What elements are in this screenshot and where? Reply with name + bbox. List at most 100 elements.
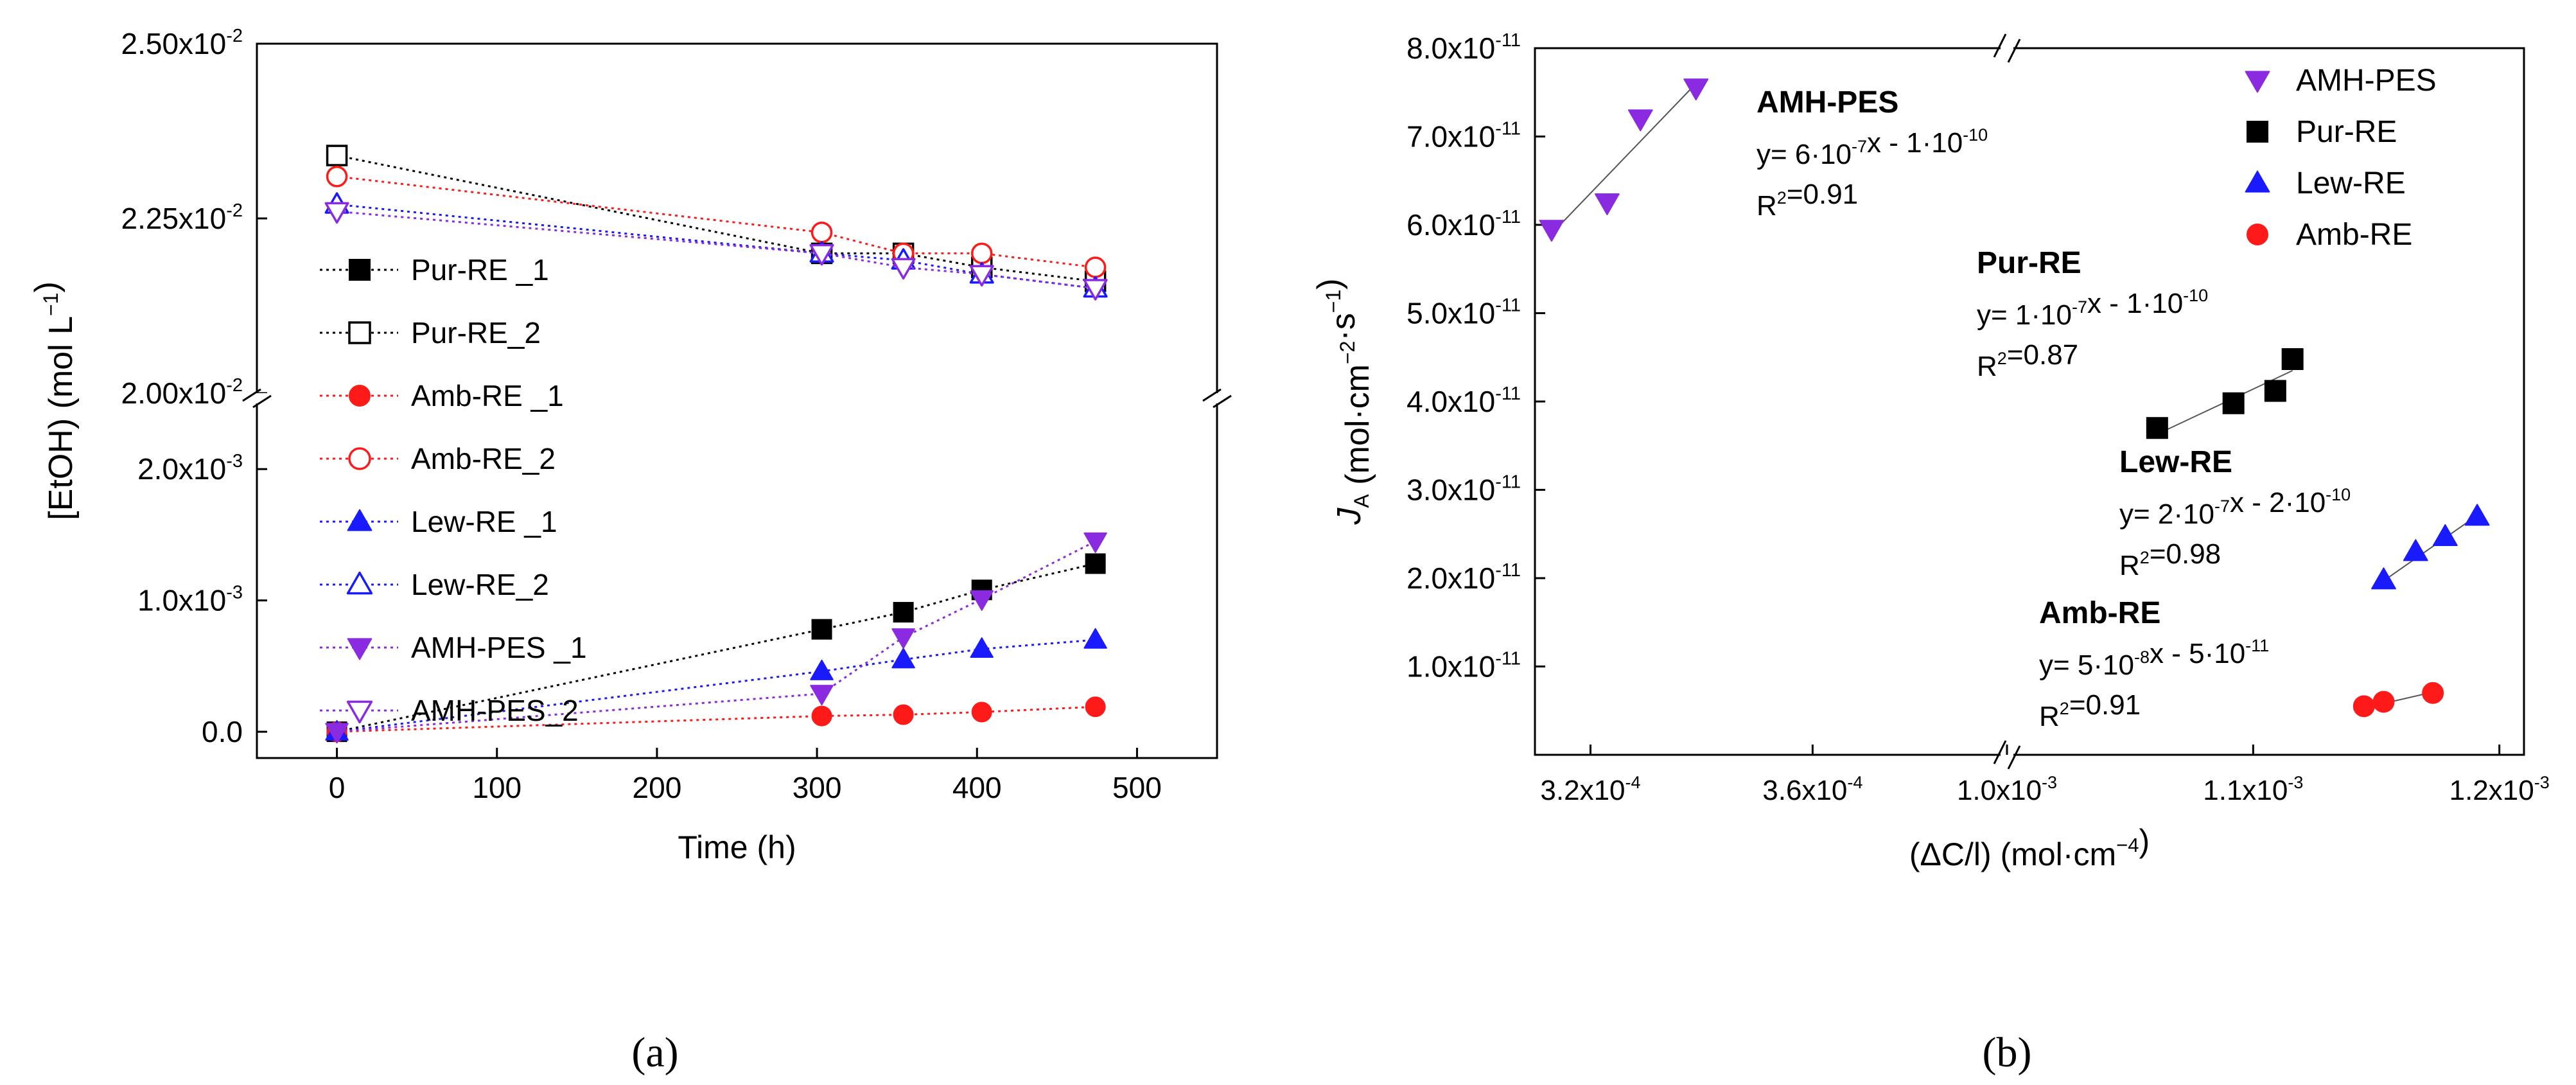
data-point [811,619,832,640]
series-line [337,154,1096,283]
series-amh-pes-1 [325,532,1107,744]
annotation-amb-re: Amb-RE y= 5·10-8x - 5·10-11 R2=0.91 [2039,596,2269,732]
data-point [2281,348,2304,370]
annotation-lew-re: Lew-RE y= 2·10-7x - 2·10-10 R2=0.98 [2119,445,2351,581]
axis-break-top [1993,33,2021,63]
data-point [969,265,994,287]
annotation-r2: R2=0.91 [1757,179,1858,222]
panel-b-label: (b) [1983,1029,2032,1076]
data-point [2372,691,2395,713]
panel-a-chart: 0 100 200 300 400 500 2.00x10-2 2.25x10-2 2.50x1… [28,26,1232,865]
legend-marker [346,700,373,724]
y-tick-label: 2.50x10-2 [121,26,243,60]
data-point [1085,696,1106,718]
legend-marker [346,571,373,595]
data-point [810,659,834,680]
x-tick-label: 400 [952,771,1002,804]
data-point [810,685,834,706]
series-amh-pes [1539,78,1709,242]
legend-marker [347,509,372,531]
annotation-equation: y= 5·10-8x - 5·10-11 [2039,636,2269,681]
y-tick-label: 1.0x10-11 [1406,649,1521,684]
legend-label: Pur-RE [2296,115,2397,149]
y-tick-label: 2.0x10-3 [137,451,243,486]
axis-break-bottom [1993,740,2021,770]
legend-marker [348,447,371,470]
data-point [970,590,994,611]
axis-break-right [1202,388,1232,409]
series-lew-re [2371,504,2490,590]
data-point [2403,539,2428,561]
data-point [1683,78,1709,101]
data-point [811,705,832,727]
data-point [891,258,916,280]
y-tick-label: 5.0x10-11 [1406,296,1521,330]
legend-label: Amb-RE_2 [411,442,556,475]
data-point [1083,279,1108,301]
legend-marker [2247,121,2268,143]
legend-marker [2245,170,2270,193]
legend-marker [349,385,371,407]
data-point [1083,532,1107,553]
x-tick-label: 1.1x10-3 [2203,773,2303,806]
y-axis-label: [EtOH) (mol L−1) [28,281,80,520]
data-point [1083,628,1107,649]
legend-marker [2247,224,2268,245]
data-point [2432,524,2458,546]
legend-label: Lew-RE [2296,166,2406,200]
data-point [893,602,914,623]
annotation-r2: R2=0.91 [2039,689,2141,732]
legend-marker [349,259,371,281]
data-point [2146,417,2168,439]
data-point [970,242,993,265]
annotation-r2: R2=0.87 [1977,339,2078,382]
fit-line [1551,83,1697,234]
x-axis-label: (ΔC/l) (mol·cm−4) [1909,823,2150,872]
data-point [1595,193,1620,216]
fit-line [2383,515,2478,581]
x-tick-label: 1.2x10-3 [2449,773,2550,806]
legend: Pur-RE _1 Pur-RE_2 Amb-RE _1 Amb-RE_2 Lew-RE… [320,253,587,727]
y-tick-label: 7.0x10-11 [1406,119,1521,154]
y-tick-label: 6.0x10-11 [1406,207,1521,242]
x-tick-label: 200 [633,771,682,804]
data-point [2353,695,2375,718]
x-axis-label: Time (h) [678,829,796,865]
legend-marker [347,638,372,660]
data-point [2264,380,2286,402]
legend-label: Lew-RE _1 [411,505,557,538]
series-amh-pes-2 [324,202,1108,301]
legend: AMH-PES Pur-RE Lew-RE Amb-RE [2245,64,2437,252]
data-point [1084,256,1107,278]
data-point [324,202,349,224]
y-tick-label: 0.0 [202,715,243,748]
annotation-equation: y= 6·10-7x - 1·10-10 [1757,125,1988,170]
data-point [326,165,348,188]
y-tick-label: 3.0x10-11 [1406,472,1521,507]
legend-marker [348,321,371,344]
y-tick-label: 8.0x10-11 [1406,30,1521,65]
data-point [891,628,915,649]
data-point [2464,504,2490,526]
annotation-r2: R2=0.98 [2119,538,2221,581]
legend-label: Amb-RE _1 [411,379,564,412]
legend-label: Amb-RE [2296,218,2412,252]
x-tick-label: 0 [329,771,346,804]
annotation-equation: y= 2·10-7x - 2·10-10 [2119,485,2351,530]
legend-label: AMH-PES [2296,64,2437,98]
legend-label: Pur-RE_2 [411,316,541,349]
axis-break-left [242,388,272,409]
series-pur-re [2146,348,2304,439]
x-tick-label: 100 [472,771,521,804]
data-point [326,145,348,166]
legend-marker [2245,71,2270,93]
legend-label: AMH-PES _1 [411,631,587,664]
data-point [971,701,992,723]
annotation-amh-pes: AMH-PES y= 6·10-7x - 1·10-10 R2=0.91 [1757,85,1988,222]
x-tick-label: 1.0x10-3 [1957,773,2057,806]
legend-label: Pur-RE _1 [411,253,549,287]
legend-label: Lew-RE_2 [411,568,549,601]
series-line [337,639,1096,733]
annotation-title: Pur-RE [1977,246,2081,280]
